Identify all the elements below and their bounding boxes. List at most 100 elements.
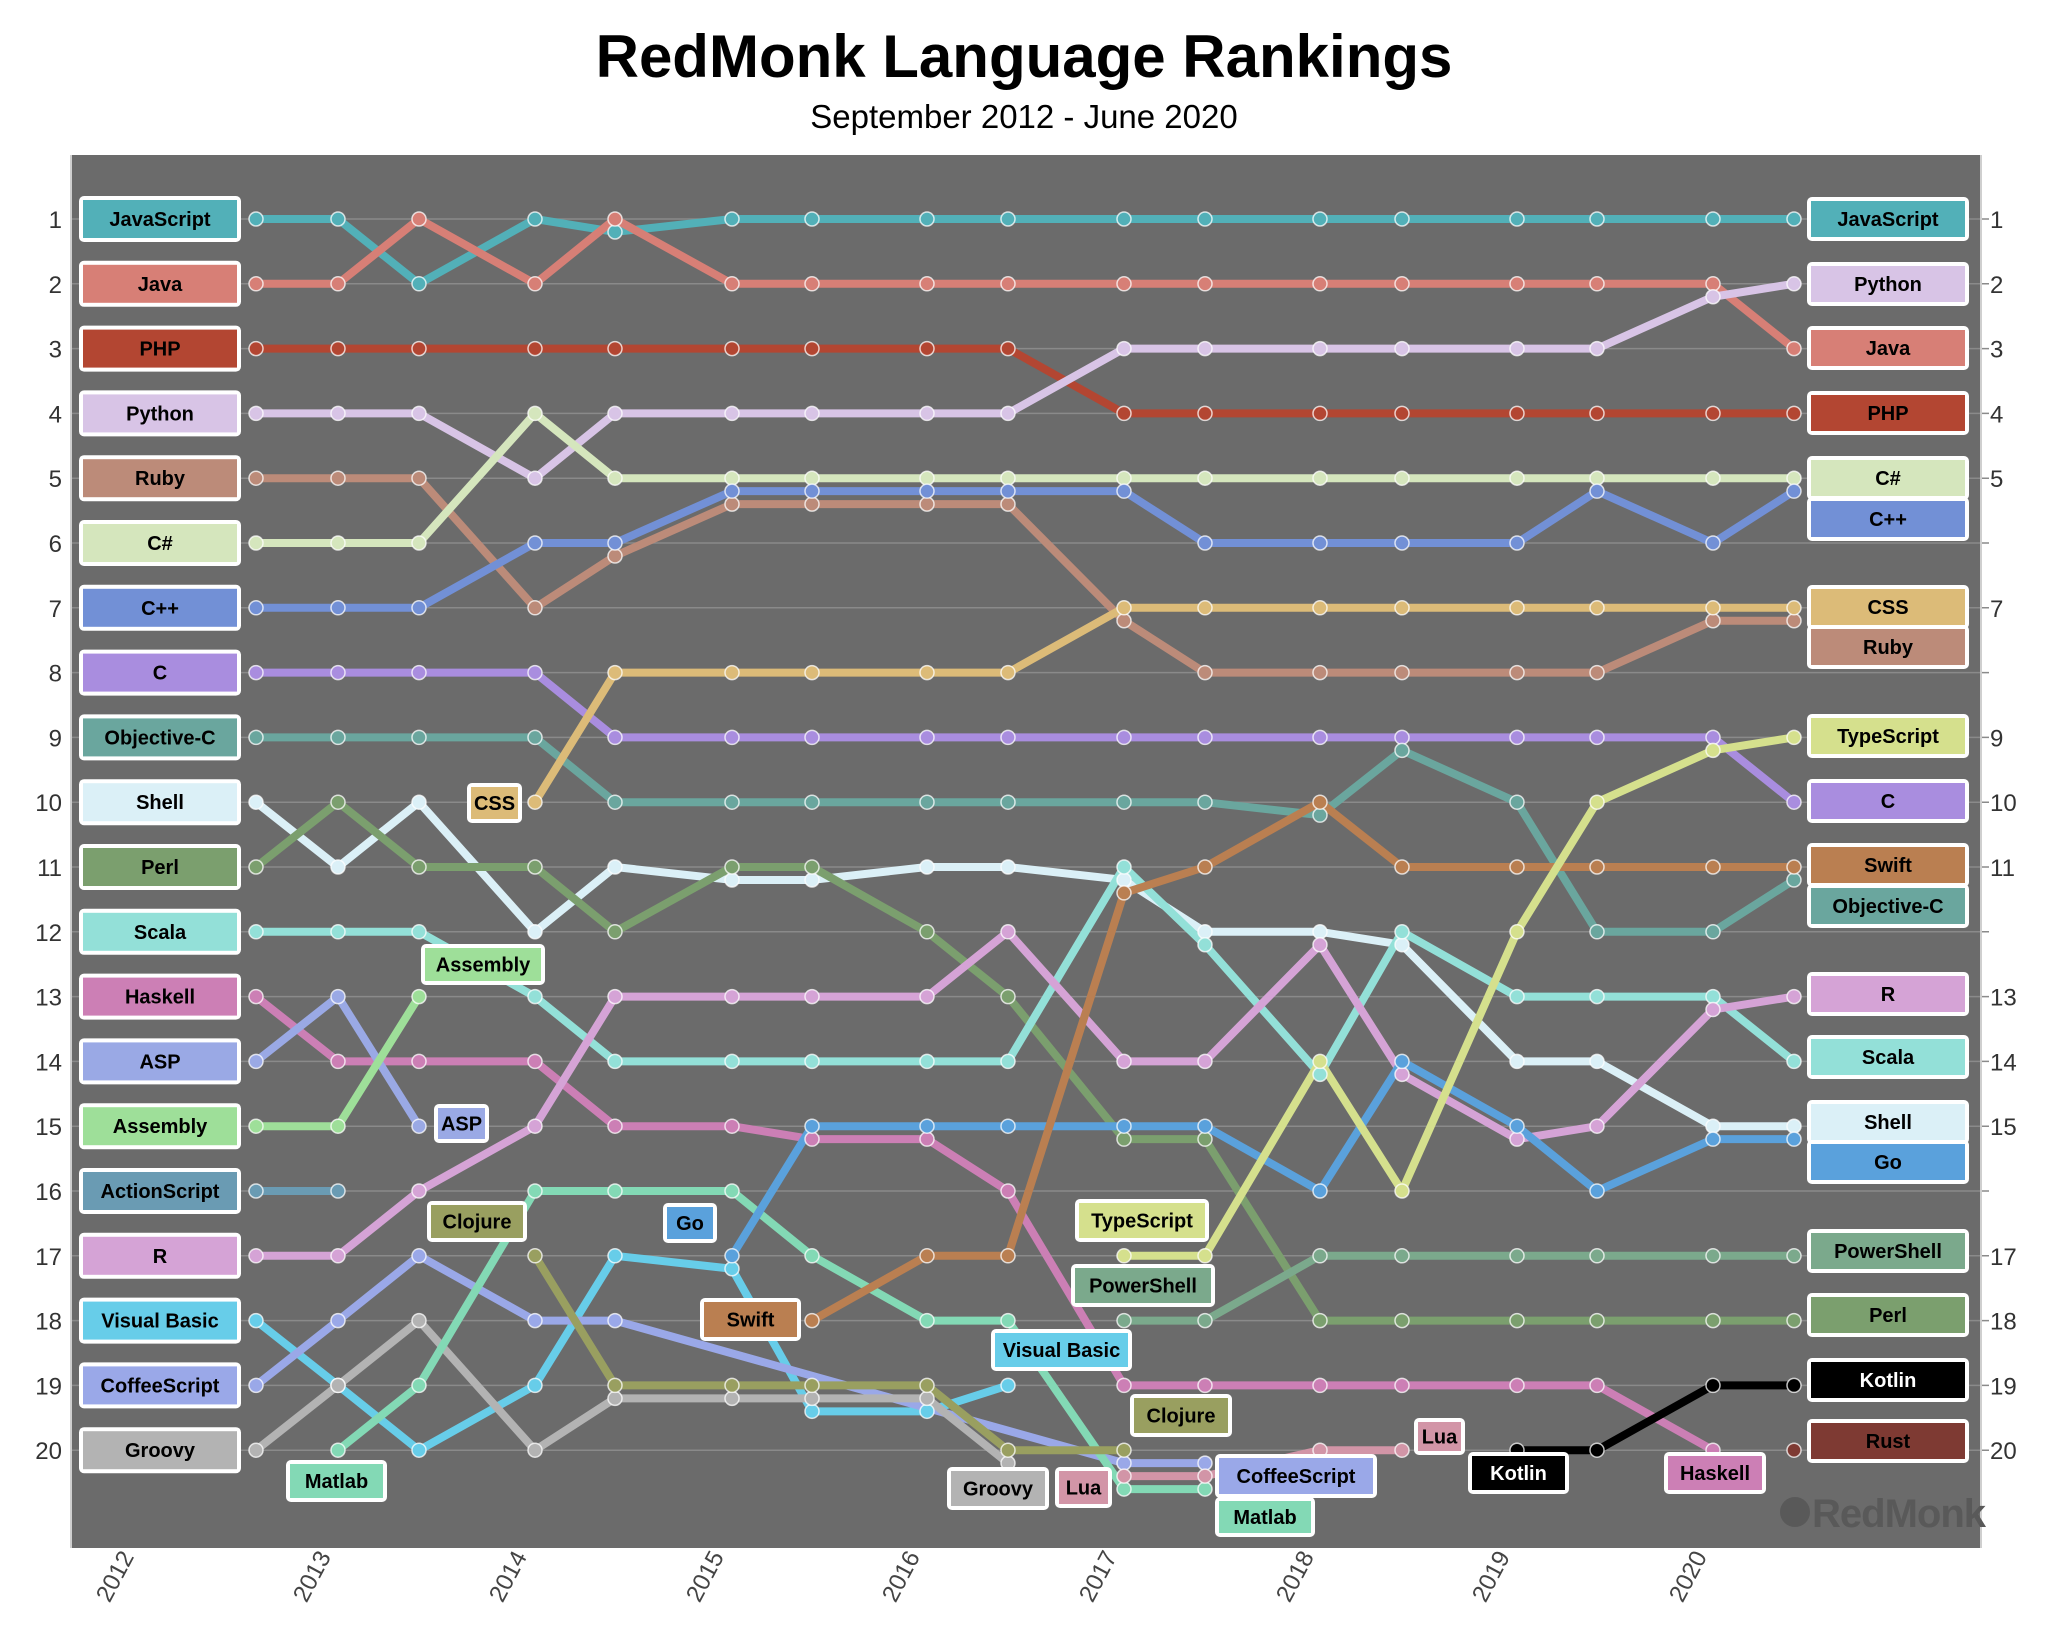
data-point [1000,794,1016,810]
data-point [1705,1118,1721,1134]
data-point [527,794,543,810]
data-point [919,859,935,875]
data-point [1786,613,1802,629]
right-language-labels: JavaScript Python Java PHP C# C++ CSS Ruby TypeS… [1807,197,1969,1463]
data-point [527,340,543,357]
rank-tick: 18 [35,1309,62,1336]
data-point [804,1118,820,1134]
data-point [1786,1131,1802,1147]
data-point [1589,794,1605,810]
language-label: Shell [79,779,241,826]
data-point [1116,1468,1132,1484]
data-point [724,1248,740,1264]
data-point [1312,470,1328,486]
svg-text:Clojure: Clojure [443,1212,512,1234]
data-point [248,664,264,681]
data-point [411,276,427,292]
data-point [527,1183,543,1199]
data-point [607,1118,623,1134]
data-point [527,924,543,940]
data-point [1705,1001,1721,1018]
language-label: PHP [1807,391,1969,435]
data-point [1312,535,1328,551]
svg-text:R: R [1881,984,1896,1006]
data-point [248,1183,264,1199]
data-point [1786,859,1802,875]
data-point [527,1118,543,1134]
data-point [330,988,346,1005]
data-point [607,1312,623,1329]
data-point [1705,289,1721,305]
rank-tick: 13 [1990,985,2017,1012]
left-language-labels: JavaScript Java PHP Python Ruby C# C++ C Objecti… [79,196,241,1474]
data-point [411,924,427,940]
year-tick: 2016 [877,1547,926,1607]
data-point [919,470,935,486]
rank-tick: 12 [35,920,62,947]
svg-text:Java: Java [1866,338,1911,360]
language-label: Haskell [1664,1452,1766,1494]
data-point [411,1118,427,1134]
data-point [919,1390,935,1407]
data-point [1786,470,1802,486]
data-point [1197,600,1213,616]
data-point [1000,496,1016,512]
data-point [527,988,543,1005]
data-point [1786,276,1802,292]
rank-tick: 4 [49,401,62,428]
data-point [1509,405,1525,422]
data-point [1197,1131,1213,1147]
data-point [1116,470,1132,486]
data-point [1705,1312,1721,1329]
data-point [724,276,740,292]
data-point [411,340,427,357]
data-point [1197,405,1213,422]
data-point [1116,1118,1132,1134]
inline-language-labels: CSS Assembly ASP Clojure Matlab Go Swift TypeSc… [286,783,1766,1537]
language-label: Clojure [427,1201,527,1242]
rank-tick: 20 [1990,1438,2017,1465]
rank-tick: 15 [1990,1114,2017,1141]
data-point [607,1183,623,1199]
data-point [804,496,820,512]
rank-tick: 16 [35,1179,62,1206]
data-point [1116,600,1132,616]
data-point [1705,729,1721,746]
data-point [804,1053,820,1070]
data-point [724,340,740,357]
svg-text:TypeScript: TypeScript [1837,726,1939,748]
data-point [1116,1248,1132,1264]
svg-text:ASP: ASP [441,1114,482,1136]
data-point [804,470,820,486]
svg-text:ASP: ASP [139,1051,180,1073]
data-point [1394,535,1410,551]
data-point [1589,664,1605,681]
data-point [330,340,346,357]
rank-tick: 10 [1990,790,2017,817]
rank-tick: 6 [49,531,62,558]
data-point [607,664,623,681]
language-label: Java [1807,326,1969,370]
svg-text:TypeScript: TypeScript [1091,1211,1193,1233]
data-point [1589,1053,1605,1070]
data-point [411,729,427,746]
data-point [1000,340,1016,357]
data-point [527,211,543,227]
data-point [527,1312,543,1329]
data-point [1000,1442,1016,1458]
data-point [248,1118,264,1134]
data-point [527,276,543,292]
data-point [1786,211,1802,227]
data-point [607,988,623,1005]
data-point [1786,729,1802,746]
data-point [527,1248,543,1264]
svg-text:Scala: Scala [134,922,187,944]
language-label: Scala [79,908,241,955]
svg-text:PowerShell: PowerShell [1089,1276,1197,1298]
language-label: R [79,1232,241,1279]
svg-text:CoffeeScript: CoffeeScript [1237,1466,1356,1488]
data-point [248,211,264,227]
data-point [919,1131,935,1147]
year-tick: 2014 [484,1547,533,1607]
data-point [724,1377,740,1394]
